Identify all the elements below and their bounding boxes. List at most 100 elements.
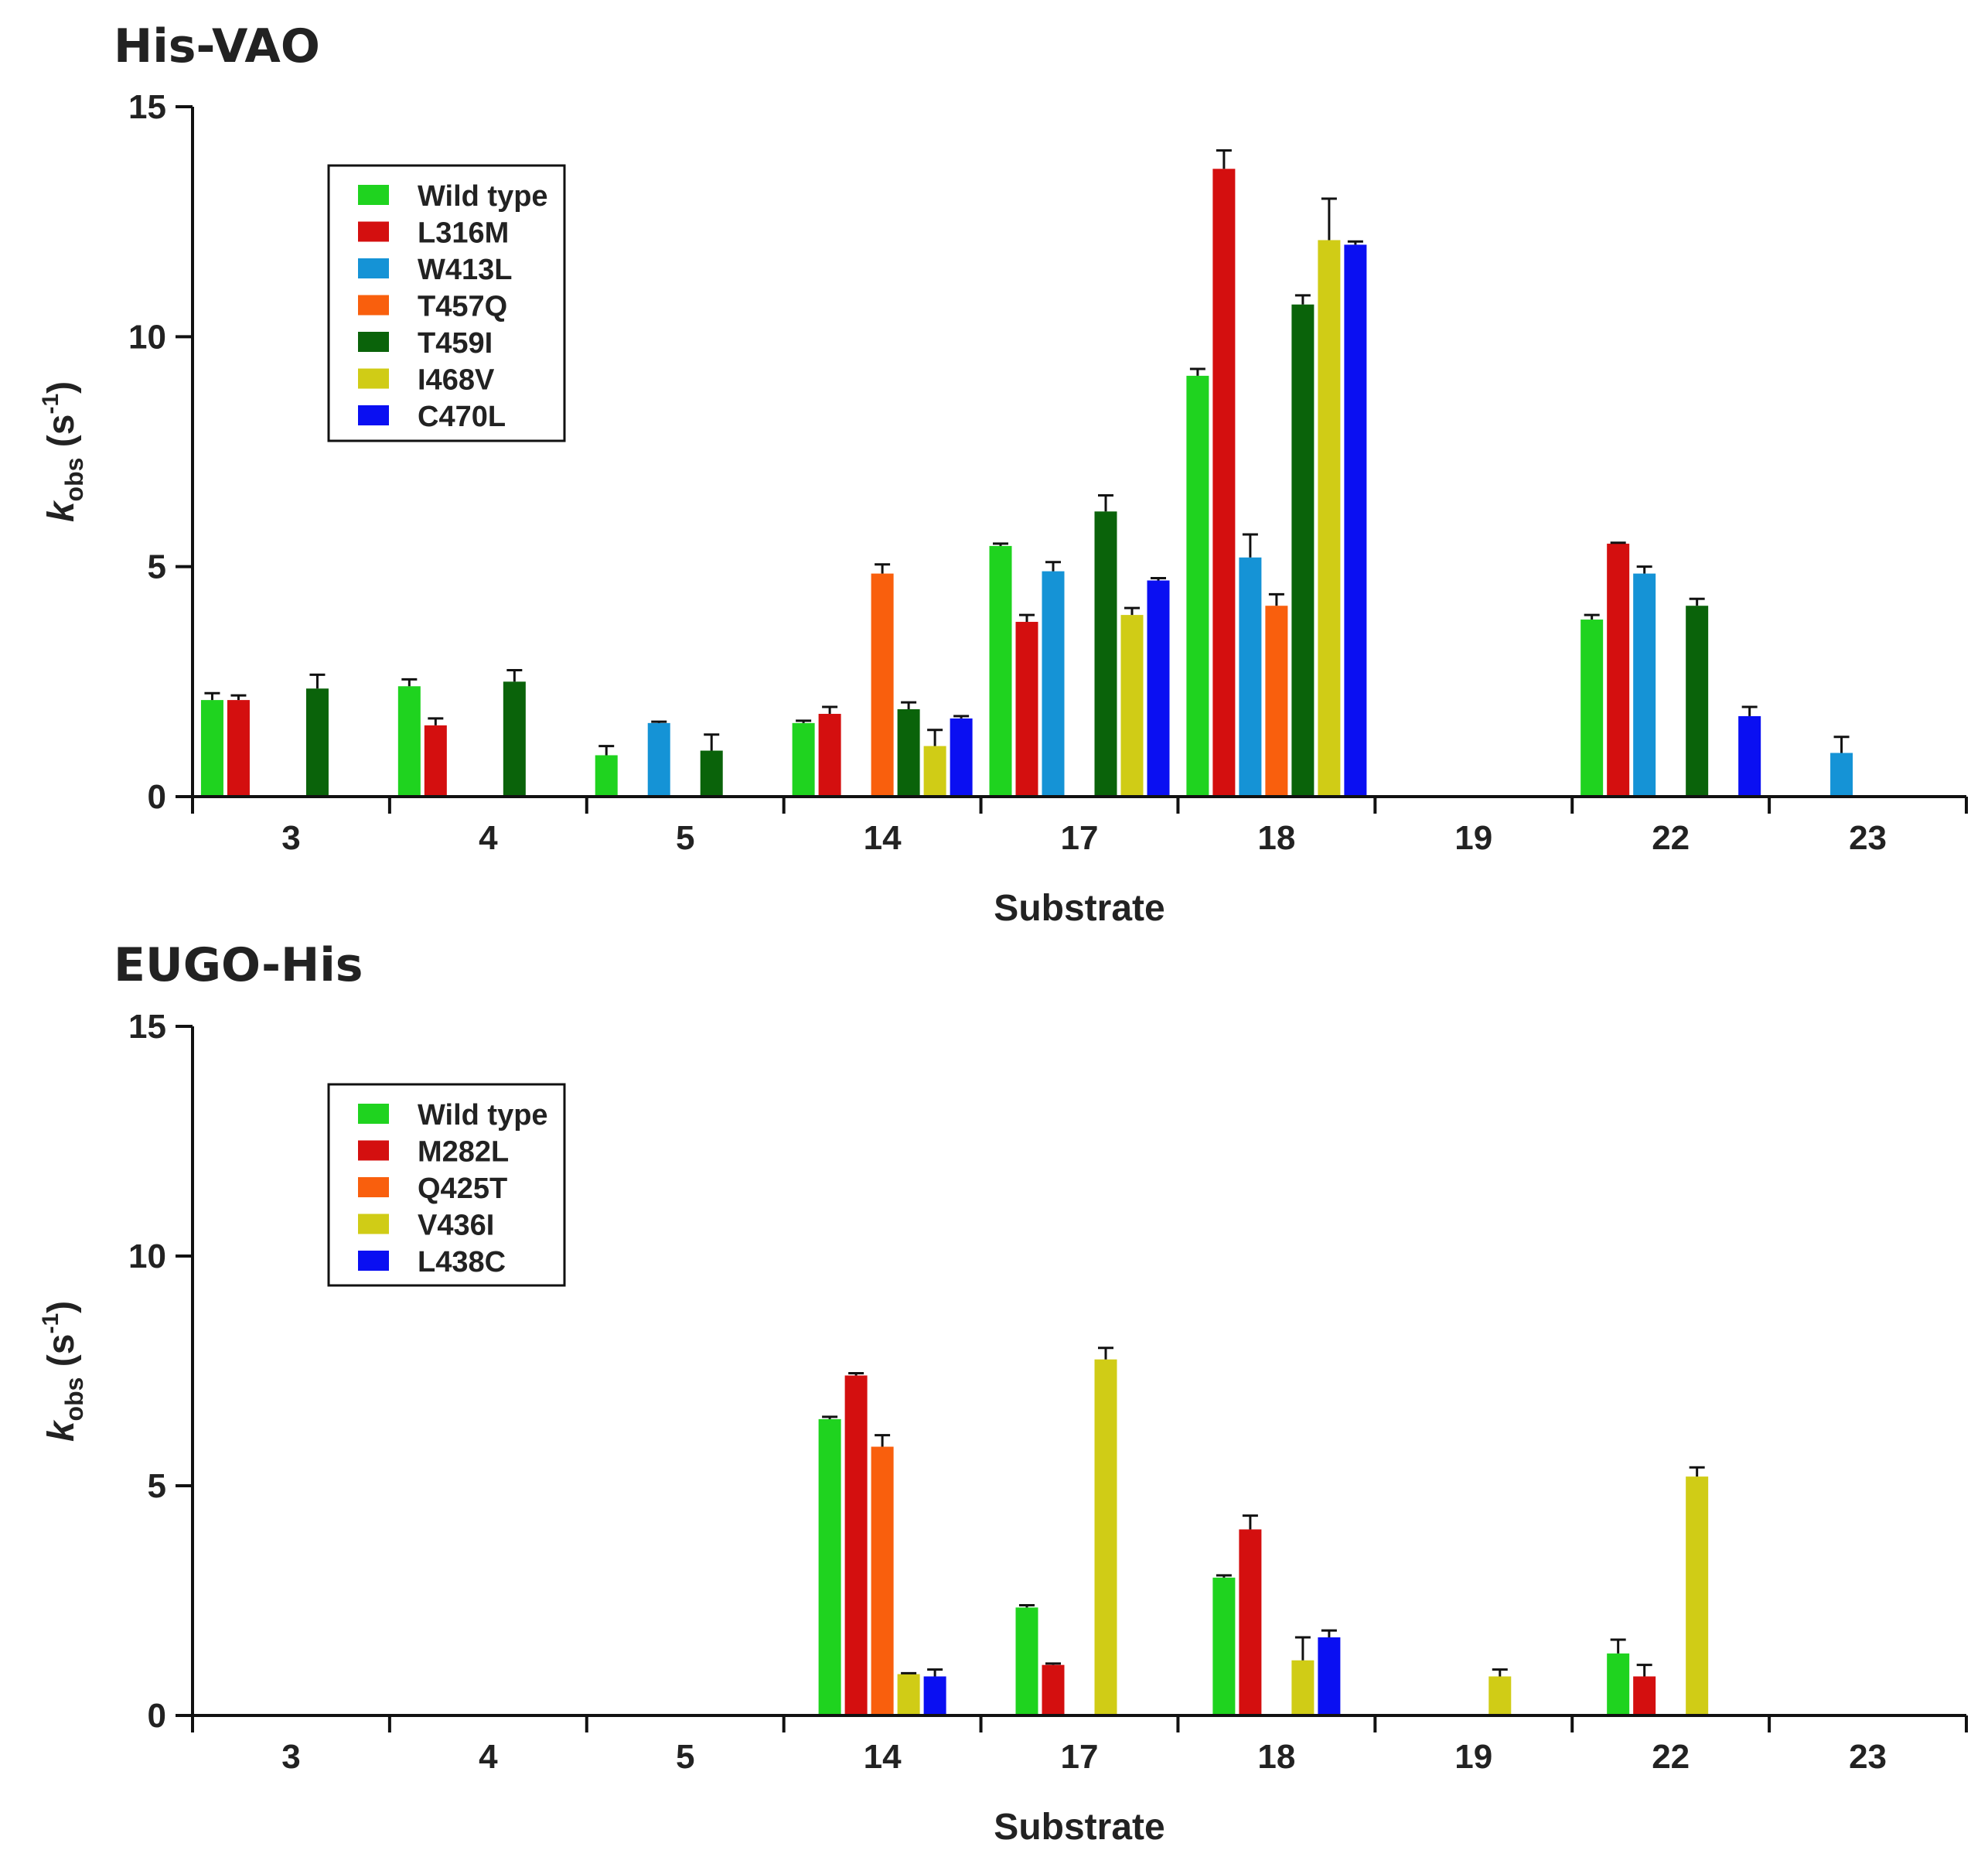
bar-wild-type-17 xyxy=(989,545,1012,797)
bar-wild-type-4 xyxy=(397,686,421,797)
legend-label: L316M xyxy=(418,217,509,250)
bar-i468v-18 xyxy=(1318,240,1341,797)
x-axis-title: Substrate xyxy=(994,888,1164,929)
legend-swatch xyxy=(358,368,389,389)
bar-t459i-5 xyxy=(700,750,723,797)
panel-title: EUGO-His xyxy=(114,938,363,992)
bar-t459i-14 xyxy=(897,709,920,797)
x-tick-label: 4 xyxy=(479,819,498,857)
legend-label: C470L xyxy=(418,401,506,433)
bar-t457q-14 xyxy=(871,573,894,797)
x-tick-label: 14 xyxy=(864,1738,902,1776)
bar-wild-type-3 xyxy=(200,700,223,797)
legend-swatch xyxy=(358,1214,389,1234)
bar-w413l-18 xyxy=(1239,557,1262,797)
bar-wild-type-14 xyxy=(818,1418,841,1715)
bar-l316m-3 xyxy=(227,700,250,797)
y-tick-label: 10 xyxy=(128,1237,166,1275)
x-tick-label: 23 xyxy=(1849,1738,1887,1776)
bar-w413l-22 xyxy=(1633,573,1656,797)
bar-w413l-5 xyxy=(647,722,670,797)
legend-swatch xyxy=(358,1251,389,1271)
y-tick-label: 5 xyxy=(148,1467,166,1505)
legend-swatch xyxy=(358,295,389,316)
bar-v436i-22 xyxy=(1686,1476,1709,1715)
y-axis-title-close: ) xyxy=(41,1301,82,1313)
legend-label: T457Q xyxy=(418,291,507,323)
bar-c470l-18 xyxy=(1344,244,1367,797)
y-tick-label: 15 xyxy=(128,88,166,126)
bar-t459i-17 xyxy=(1094,511,1117,797)
bar-c470l-22 xyxy=(1738,715,1761,797)
bar-l316m-14 xyxy=(818,713,841,797)
bar-wild-type-14 xyxy=(792,722,815,797)
legend-swatch xyxy=(358,332,389,352)
legend-label: W413L xyxy=(418,254,512,286)
legend-label: L438C xyxy=(418,1246,506,1278)
y-axis-title-unit: (s xyxy=(41,1334,82,1377)
y-tick-label: 0 xyxy=(148,1697,166,1735)
x-tick-label: 3 xyxy=(281,1738,300,1776)
bar-v436i-18 xyxy=(1291,1660,1315,1715)
bar-q425t-14 xyxy=(871,1446,894,1715)
bar-v436i-19 xyxy=(1488,1676,1512,1715)
y-axis-title-sup: -1 xyxy=(38,394,63,415)
legend-swatch xyxy=(358,1177,389,1197)
y-axis-title-sub: obs xyxy=(60,458,88,502)
y-tick-label: 15 xyxy=(128,1008,166,1046)
bar-m282l-17 xyxy=(1042,1664,1065,1715)
bar-v436i-17 xyxy=(1094,1359,1117,1715)
bar-l316m-18 xyxy=(1212,169,1236,797)
bar-t459i-4 xyxy=(503,681,526,797)
x-tick-label: 3 xyxy=(281,819,300,857)
bar-t459i-3 xyxy=(305,688,329,797)
y-axis-title-main: k xyxy=(41,500,82,522)
bar-v436i-14 xyxy=(897,1674,920,1715)
panel-title: His-VAO xyxy=(114,19,320,73)
legend-label: Wild type xyxy=(418,180,548,213)
y-axis-title-sup: -1 xyxy=(38,1313,63,1334)
x-tick-label: 23 xyxy=(1849,819,1887,857)
legend-swatch xyxy=(358,221,389,242)
x-tick-label: 19 xyxy=(1454,1738,1492,1776)
legend: Wild type L316M W413L T457Q T459I I468V C470L xyxy=(327,164,566,442)
legend: Wild type M282L Q425T V436I L438C xyxy=(327,1083,566,1287)
bar-l316m-22 xyxy=(1607,543,1630,797)
bar-t459i-18 xyxy=(1291,304,1315,797)
bar-i468v-14 xyxy=(923,746,946,797)
y-tick-label: 0 xyxy=(148,778,166,816)
y-axis-title-close: ) xyxy=(41,381,82,394)
bar-c470l-14 xyxy=(950,718,973,797)
x-tick-label: 22 xyxy=(1652,819,1690,857)
bar-wild-type-17 xyxy=(1015,1607,1038,1715)
y-axis-title-unit: (s xyxy=(41,415,82,458)
bar-wild-type-22 xyxy=(1581,620,1604,797)
legend-swatch xyxy=(358,405,389,425)
x-tick-label: 18 xyxy=(1257,819,1295,857)
bar-l438c-18 xyxy=(1318,1637,1341,1715)
y-tick-label: 10 xyxy=(128,318,166,356)
chart-panel-2: EUGO-His 0 5 10 15 3 4 5 14 17 18 19 22 23 Substrate ko… xyxy=(38,938,1968,1848)
bar-t457q-18 xyxy=(1265,606,1288,797)
bar-wild-type-5 xyxy=(595,755,618,797)
legend-label: I468V xyxy=(418,364,495,397)
bar-m282l-22 xyxy=(1633,1676,1656,1715)
bar-l316m-4 xyxy=(424,725,447,797)
bar-c470l-17 xyxy=(1147,580,1170,797)
x-tick-label: 5 xyxy=(676,1738,694,1776)
legend-swatch xyxy=(358,1140,389,1161)
bar-m282l-14 xyxy=(844,1375,868,1715)
y-axis-title-sub: obs xyxy=(60,1377,88,1422)
legend-swatch xyxy=(358,1104,389,1124)
chart-panel-1: His-VAO 0 5 10 15 3 4 5 14 17 18 19 22 23 Substrate kob… xyxy=(38,19,1968,929)
bar-l438c-14 xyxy=(923,1676,946,1715)
x-tick-label: 17 xyxy=(1061,819,1099,857)
x-tick-label: 4 xyxy=(479,1738,498,1776)
bar-m282l-18 xyxy=(1239,1529,1262,1715)
bar-l316m-17 xyxy=(1015,622,1038,797)
legend-swatch xyxy=(358,185,389,205)
x-tick-label: 18 xyxy=(1257,1738,1295,1776)
bar-t459i-22 xyxy=(1686,606,1709,797)
bar-w413l-17 xyxy=(1042,571,1065,797)
